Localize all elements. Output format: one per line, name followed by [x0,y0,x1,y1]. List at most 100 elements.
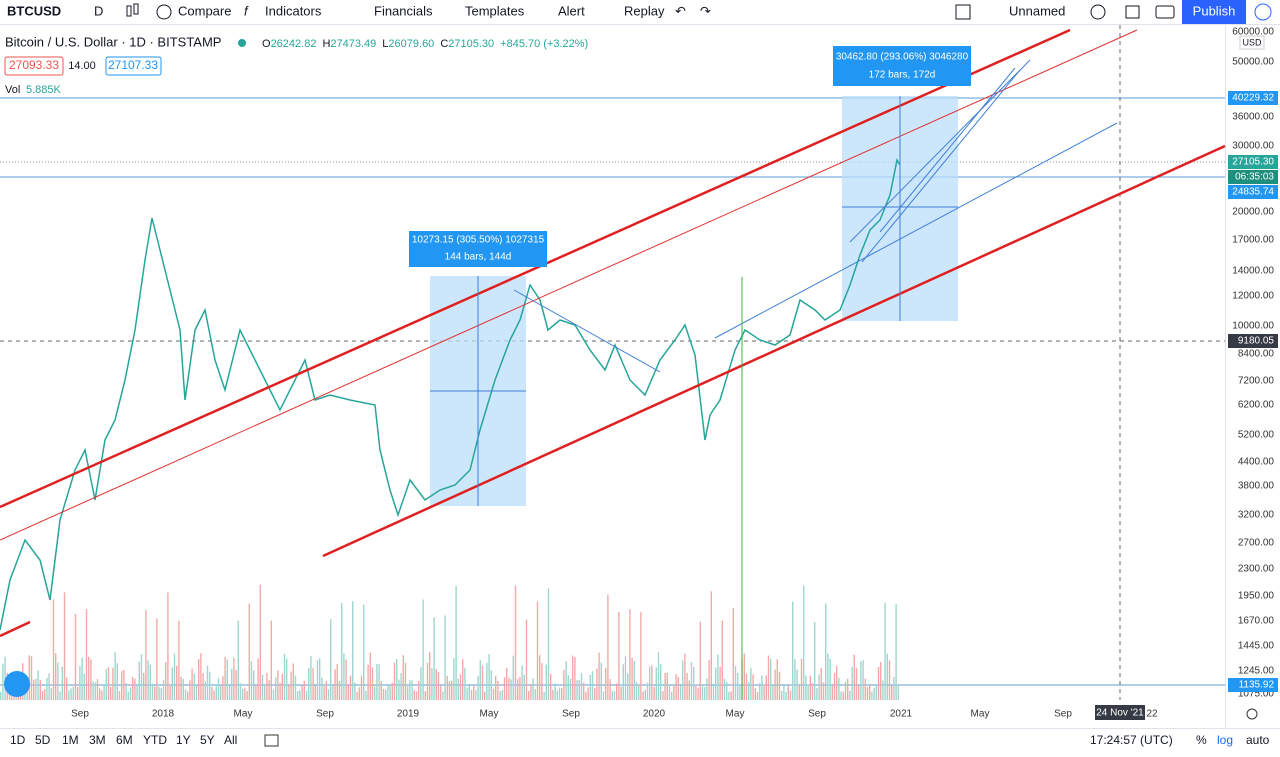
ask-box[interactable] [105,56,162,76]
range-button[interactable]: 5D [35,733,51,747]
range-button[interactable]: 5Y [200,733,215,747]
volume-bar [187,691,189,700]
auto-toggle[interactable]: auto [1246,733,1270,747]
financials[interactable]: Financials [374,3,433,18]
volume-bar [206,665,209,700]
indicators-icon[interactable]: f [244,3,249,18]
log-toggle[interactable]: log [1217,733,1233,747]
volume-bar [803,585,805,700]
range-button[interactable]: 3M [89,733,106,747]
volume-bar [655,667,657,700]
volume-bar [195,685,198,700]
volume-bar [497,680,499,700]
volume-bar [666,672,668,700]
compare[interactable]: Compare [178,3,231,18]
ohlc-value: 27473.49 [330,38,376,50]
volume-bar [888,660,891,700]
volume-bar [220,685,222,700]
volume-bar [178,620,180,700]
volume-bar [816,688,818,700]
indicators[interactable]: Indicators [265,3,322,18]
volume-bar [833,672,836,700]
checkbox[interactable] [955,4,971,20]
volume-bar [717,654,719,700]
range-button[interactable]: 1D [10,733,26,747]
bid-box[interactable] [4,56,64,76]
volume-bar [162,679,165,700]
volume-bar [0,692,2,700]
publish[interactable]: Publish [1193,3,1236,18]
fullscreen[interactable] [1125,5,1140,19]
toolbar [0,0,1280,24]
volume-bar [127,691,129,700]
alert[interactable]: Alert [558,3,585,18]
date-range-icon[interactable] [264,734,279,747]
volume-bar [512,655,514,700]
volume-bar [46,677,48,700]
volume-bar [391,682,393,700]
symbol[interactable]: BTCUSD [7,3,61,18]
currency-box [1239,35,1265,50]
volume-bar [783,685,785,700]
logo[interactable] [4,671,30,697]
axis-settings[interactable] [1246,708,1258,720]
chart-type-icon[interactable] [126,3,139,17]
volume-bar [440,685,442,700]
volume-bar [167,592,169,700]
range-button[interactable]: 1Y [176,733,191,747]
volume-bar [125,683,127,700]
volume-bar [484,691,486,700]
time-label: May [234,709,253,720]
volume-bar [726,682,728,700]
volume-bar [301,685,303,700]
volume-bar [721,620,723,700]
volume-bar [198,659,200,700]
time-label: Sep [71,709,89,720]
volume-bar [495,675,497,700]
volume-bar [257,658,259,700]
volume-bar [798,685,800,700]
volume-bar [521,665,523,700]
replay[interactable]: Replay [624,3,665,18]
range-button[interactable]: All [224,733,237,747]
range-button[interactable]: 6M [116,733,133,747]
range-button[interactable]: 1M [62,733,79,747]
volume-bar [732,607,734,700]
volume-bar [136,685,138,700]
time-label: Sep [562,709,580,720]
snapshot[interactable] [1155,5,1175,19]
volume-bar [297,691,299,700]
volume-bar [134,678,136,700]
range-button[interactable]: YTD [143,733,167,747]
volume-bar [561,688,563,700]
volume-bar [761,675,763,700]
redo[interactable]: ↷ [700,3,711,18]
publish-button[interactable] [1182,0,1246,24]
volume-bar [213,690,215,700]
layout-name[interactable]: Unnamed [1009,3,1065,18]
compare-icon[interactable] [156,4,172,20]
volume-bar [338,680,341,700]
volume-bar [840,691,842,700]
play[interactable] [1254,3,1272,21]
volume-bar [228,685,231,700]
time-axis: Sep 2018 May Sep 2019 May Sep 2020 May Sep 2021 May… [71,705,1158,720]
volume-bar [662,690,664,700]
settings[interactable] [1090,4,1106,20]
undo[interactable]: ↶ [675,3,686,18]
volume-bar [787,685,789,700]
interval[interactable]: D [94,3,103,18]
volume-bar [457,678,459,700]
percent[interactable]: % [1196,733,1207,747]
volume-bar [123,669,125,700]
ask: 27107.33 [108,58,158,72]
volume-bar [470,690,473,700]
volume-bar [583,682,585,700]
measure-text: 144 bars, 144d [445,252,512,263]
ohlc-label: H [322,38,330,50]
templates[interactable]: Templates [465,3,525,18]
volume-bar [706,678,708,700]
volume-bar [860,661,862,700]
volume-bar [268,680,270,700]
volume-bar [880,661,882,700]
